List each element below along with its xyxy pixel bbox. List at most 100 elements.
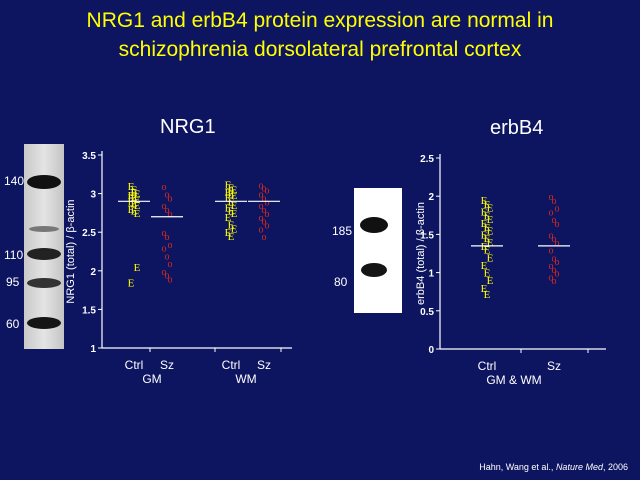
data-point: o [265,186,270,197]
nrg1-band-faint [29,226,59,232]
erbb4-panel-title: erbB4 [490,117,544,139]
data-point: o [168,193,173,204]
data-point: E [487,203,494,215]
data-point: E [481,218,488,230]
data-point: E [128,190,135,202]
data-point: E [228,206,235,218]
data-point: o [262,183,267,194]
data-point: o [162,267,167,278]
data-point: o [552,253,557,264]
data-point: E [228,219,235,231]
data-point: o [552,234,557,245]
data-point: E [134,200,141,212]
data-point: E [131,185,138,197]
data-point: o [168,259,173,270]
data-point: E [481,241,488,253]
erbb4-blot-image [354,188,402,313]
data-point: E [134,262,141,274]
y-tick-label: 1 [428,269,434,280]
nrg1-marker-110: 110 [4,248,24,262]
data-point: E [231,190,238,202]
data-point: o [265,197,270,208]
nrg1-marker-140: 140 [4,174,25,188]
category-label: Ctrl [222,358,241,372]
data-point: E [484,268,491,280]
nrg1-band-60 [27,317,61,329]
data-point: E [231,185,238,197]
data-point: E [131,187,138,199]
data-point: o [549,272,554,283]
data-point: o [259,201,264,212]
data-point: E [481,283,488,295]
y-tick-label: 0.5 [420,307,434,318]
data-point: E [484,245,491,257]
erbb4-band-185 [360,217,388,233]
nrg1-band-140 [27,175,61,189]
data-point: o [549,261,554,272]
slide-title: NRG1 and erbB4 protein expression are no… [0,6,640,64]
data-point: E [225,212,232,224]
data-point: E [487,275,494,287]
data-point: o [165,271,170,282]
category-label: Sz [257,358,271,372]
data-point: o [259,213,264,224]
category-label: Sz [547,359,561,373]
citation-journal: Nature Med [555,462,603,472]
data-point: o [555,204,560,215]
data-point: E [225,179,232,191]
data-point: E [231,208,238,220]
data-point: o [549,192,554,203]
data-point: E [231,223,238,235]
data-point: o [552,196,557,207]
data-point: o [262,217,267,228]
data-point: o [555,257,560,268]
y-tick-label: 2.5 [420,154,434,165]
category-label: Sz [160,358,174,372]
data-point: E [134,194,141,206]
data-point: o [259,190,264,201]
category-label: Ctrl [125,358,144,372]
data-point: o [168,275,173,286]
data-point: o [162,201,167,212]
data-point: E [131,198,138,210]
data-point: E [484,210,491,222]
y-tick-label: 3.5 [82,151,96,162]
data-point: o [165,232,170,243]
citation: Hahn, Wang et al., Nature Med, 2006 [479,462,628,472]
data-point: o [165,251,170,262]
data-point: E [481,195,488,207]
erbb4-band-80 [361,263,387,277]
data-point: o [259,180,264,191]
data-point: E [487,214,494,226]
data-point: E [228,196,235,208]
group-label: WM [235,372,256,386]
title-line-1: NRG1 and erbB4 protein expression are no… [86,9,554,32]
data-point: E [487,237,494,249]
data-point: o [265,220,270,231]
data-point: E [228,189,235,201]
data-point: E [484,222,491,234]
data-point: o [555,238,560,249]
y-tick-label: 2.5 [82,228,96,239]
data-point: E [128,204,135,216]
data-point: E [225,187,232,199]
data-point: E [487,252,494,264]
data-point: o [162,244,167,255]
data-point: o [549,230,554,241]
y-tick-label: 2 [90,267,96,278]
data-point: E [128,181,135,193]
data-point: E [128,277,135,289]
data-point: E [481,229,488,241]
y-axis-label: NRG1 (total) / β-actin [65,199,77,303]
data-point: o [555,219,560,230]
data-point: E [484,233,491,245]
data-point: E [131,192,138,204]
y-tick-label: 2 [428,192,434,203]
nrg1-panel-title: NRG1 [160,116,216,138]
y-tick-label: 1 [90,344,96,355]
